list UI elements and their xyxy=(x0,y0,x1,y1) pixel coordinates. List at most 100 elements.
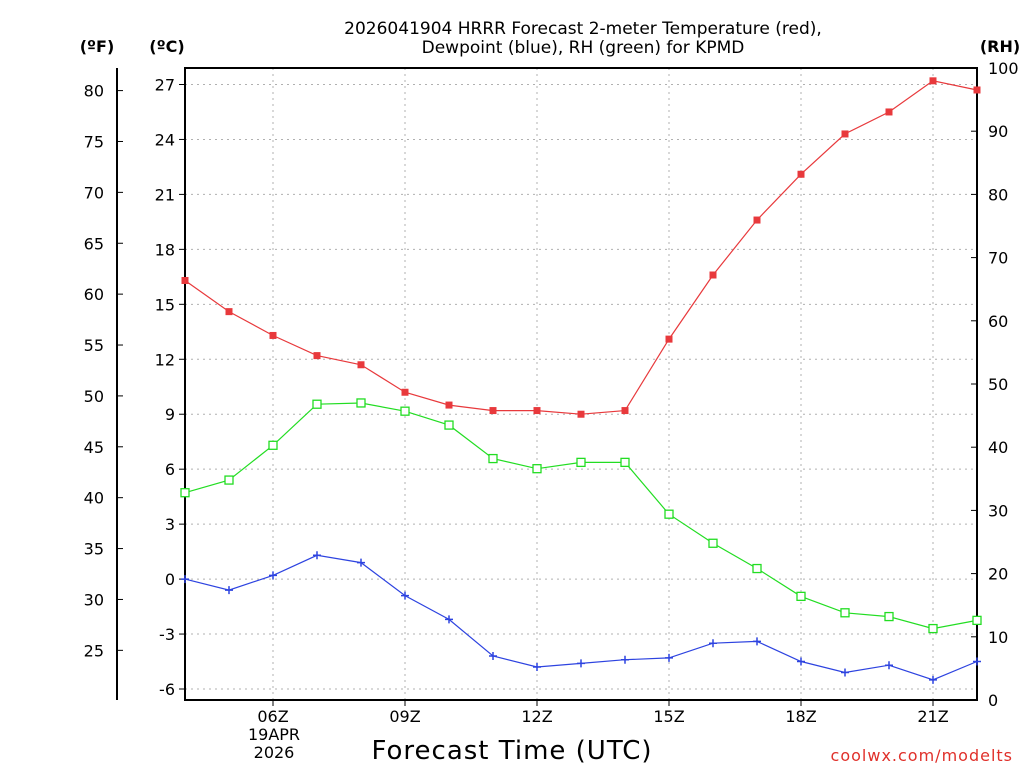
chart-title-line-2: Dewpoint (blue), RH (green) for KPMD xyxy=(422,38,745,58)
temperature-point xyxy=(181,276,189,284)
fahrenheit-tick-label: 30 xyxy=(84,590,104,609)
rh-point xyxy=(664,509,674,519)
dewpoint-point xyxy=(709,639,717,648)
temperature-point xyxy=(841,130,849,138)
rh-tick-label: 40 xyxy=(988,438,1008,457)
temperature-point xyxy=(489,407,497,415)
dewpoint-point xyxy=(401,591,409,600)
temperature-point xyxy=(621,407,629,415)
celsius-unit-label: (ºC) xyxy=(149,37,184,56)
rh-tick-label: 70 xyxy=(988,249,1008,268)
dewpoint-point xyxy=(929,675,937,684)
x-tick-label: 15Z xyxy=(653,707,684,726)
fahrenheit-unit-label: (ºF) xyxy=(80,37,115,56)
x-tick-label: 18Z xyxy=(785,707,816,726)
celsius-tick-label: 27 xyxy=(155,75,175,94)
rh-point xyxy=(620,457,630,468)
x-axis-title: Forecast Time (UTC) xyxy=(371,736,652,766)
rh-point xyxy=(312,399,322,409)
fahrenheit-tick-label: 80 xyxy=(84,82,104,101)
x-tick-label: 12Z xyxy=(521,707,552,726)
date-label-line-2: 2026 xyxy=(254,743,295,762)
credit-label: coolwx.com/modelts xyxy=(831,746,1013,765)
temperature-point xyxy=(797,170,805,178)
fahrenheit-tick-label: 40 xyxy=(84,489,104,508)
rh-point xyxy=(928,623,938,634)
dewpoint-point xyxy=(533,663,541,672)
rh-point xyxy=(356,398,366,408)
celsius-tick-label: -6 xyxy=(159,680,175,699)
rh-tick-label: 80 xyxy=(988,185,1008,204)
rh-tick-label: 10 xyxy=(988,628,1008,647)
temperature-point xyxy=(269,331,277,339)
celsius-tick-label: 0 xyxy=(165,570,175,589)
x-tick-label: 06Z xyxy=(257,707,288,726)
celsius-tick-label: 9 xyxy=(165,405,175,424)
axes: 06Z 09Z 12Z 15Z 18Z 21Z -6 -3 0 3 6 9 12 15 18 21 24 27 25… xyxy=(84,59,1019,726)
temperature-point xyxy=(313,352,321,360)
temperature-point xyxy=(665,335,673,343)
dewpoint-point xyxy=(225,586,233,595)
temperature-point xyxy=(445,401,453,409)
rh-point xyxy=(796,591,806,602)
celsius-tick-label: 6 xyxy=(165,460,175,479)
rh-tick-label: 0 xyxy=(988,691,998,710)
rh-point xyxy=(268,440,278,450)
dewpoint-point xyxy=(181,575,189,584)
celsius-tick-label: 24 xyxy=(155,130,175,149)
rh-point xyxy=(400,406,410,416)
dewpoint-point xyxy=(489,652,497,661)
fahrenheit-tick-label: 55 xyxy=(84,336,104,355)
rh-point xyxy=(840,608,850,618)
rh-tick-label: 30 xyxy=(988,501,1008,520)
fahrenheit-tick-label: 60 xyxy=(84,285,104,304)
dewpoint-point xyxy=(973,657,981,666)
dewpoint-point xyxy=(797,657,805,666)
celsius-tick-label: 3 xyxy=(165,515,175,534)
fahrenheit-tick-label: 25 xyxy=(84,641,104,660)
dewpoint-point xyxy=(841,668,849,677)
rh-point xyxy=(444,420,454,430)
rh-point xyxy=(884,611,894,622)
fahrenheit-tick-label: 50 xyxy=(84,387,104,406)
rh-point xyxy=(224,475,234,485)
date-label-line-1: 19APR xyxy=(248,725,300,744)
temperature-point xyxy=(577,410,585,418)
temperature-point xyxy=(885,108,893,116)
fahrenheit-tick-label: 75 xyxy=(84,132,104,151)
rh-point xyxy=(752,563,762,574)
rh-tick-label: 90 xyxy=(988,122,1008,141)
rh-tick-label: 20 xyxy=(988,565,1008,584)
dewpoint-point xyxy=(885,661,893,670)
temperature-point xyxy=(401,388,409,396)
temperature-point xyxy=(929,77,937,85)
fahrenheit-tick-label: 45 xyxy=(84,438,104,457)
celsius-tick-label: -3 xyxy=(159,625,175,644)
rh-tick-label: 100 xyxy=(988,59,1019,78)
rh-point xyxy=(532,464,542,474)
rh-tick-label: 50 xyxy=(988,375,1008,394)
dewpoint-point xyxy=(753,637,761,646)
temperature-point xyxy=(357,361,365,369)
dewpoint-point xyxy=(445,615,453,624)
x-tick-label: 09Z xyxy=(389,707,420,726)
dewpoint-point xyxy=(313,551,321,560)
celsius-tick-label: 15 xyxy=(155,295,175,314)
rh-unit-label: (RH) xyxy=(980,37,1020,56)
series xyxy=(180,77,982,684)
temperature-point xyxy=(973,86,981,94)
temperature-point xyxy=(533,407,541,415)
dewpoint-point xyxy=(357,558,365,567)
temperature-point xyxy=(753,216,761,224)
chart-title-line-1: 2026041904 HRRR Forecast 2-meter Tempera… xyxy=(344,19,822,39)
celsius-tick-label: 21 xyxy=(155,185,175,204)
fahrenheit-tick-label: 70 xyxy=(84,183,104,202)
rh-point xyxy=(180,488,190,498)
dewpoint-point xyxy=(577,659,585,668)
dewpoint-point xyxy=(665,653,673,662)
fahrenheit-tick-label: 35 xyxy=(84,540,104,559)
rh-tick-label: 60 xyxy=(988,312,1008,331)
fahrenheit-tick-label: 65 xyxy=(84,234,104,253)
